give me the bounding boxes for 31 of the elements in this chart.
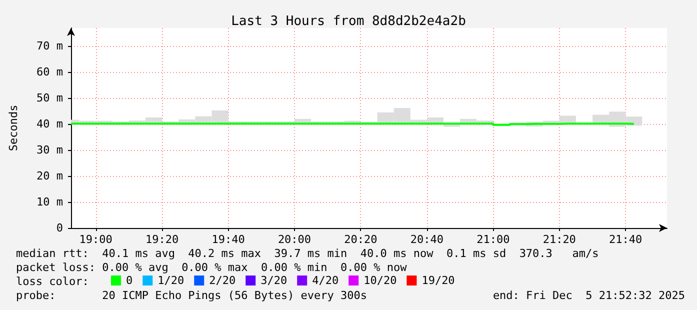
y-tick-label: 50 m [36,92,64,105]
legend-label: 4/20 [312,274,339,287]
text: end: Fri Dec 5 21:52:32 2025 [492,289,685,302]
x-tick-label: 21:20 [542,233,576,246]
text: median rtt: 40.1 ms avg 40.2 ms max 39.7 ms min 40.0 ms now 0.1 ms sd 370.3 am/s [16,247,599,260]
legend-label: 10/20 [364,274,397,287]
x-tick-label: 20:00 [278,233,312,246]
x-tick-label: 21:40 [609,233,642,246]
legend-label: 3/20 [260,274,288,287]
x-tick-label: 19:00 [79,233,112,246]
legend-label: 19/20 [422,274,455,287]
legend-label: 1/20 [158,274,184,287]
y-tick-label: 60 m [36,66,64,79]
chart-title: Last 3 Hours from 8d8d2b2e4a2b [231,14,466,29]
x-tick-label: 21:00 [476,233,510,246]
x-tick-label: 20:40 [410,233,444,246]
legend-title: loss color: [16,275,89,288]
y-axis-title: Seconds [7,104,20,152]
y-tick-label: 10 m [36,196,64,209]
x-tick-label: 20:20 [344,233,378,246]
y-tick-label: 20 m [36,170,64,183]
y-tick-label: 0 [56,222,63,234]
legend-label: 2/20 [209,274,236,287]
text: probe: 20 ICMP Echo Pings (56 Bytes) every 300s [16,289,367,302]
y-tick-label: 40 m [36,118,64,131]
text: packet loss: 0.00 % avg 0.00 % max 0.00 % min 0.00 % now [16,261,407,274]
x-tick-label: 19:40 [212,233,245,246]
legend-label: 0 [126,274,133,287]
x-tick-label: 19:20 [145,233,179,246]
y-tick-label: 30 m [36,144,64,157]
y-tick-label: 70 m [36,40,64,53]
